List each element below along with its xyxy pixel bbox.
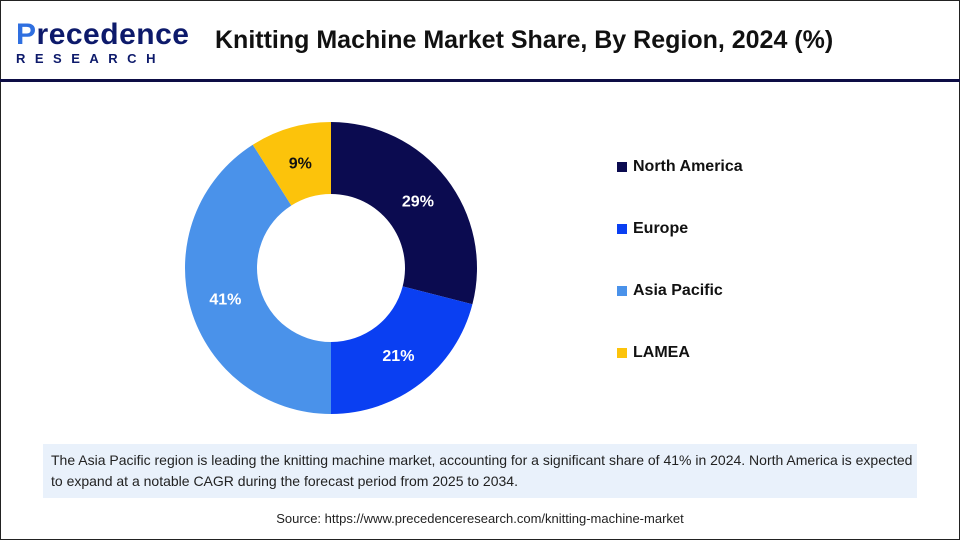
legend-swatch (617, 224, 627, 234)
chart-title: Knitting Machine Market Share, By Region… (215, 26, 834, 54)
legend-label: Asia Pacific (633, 282, 723, 299)
legend-item: LAMEA (617, 343, 743, 363)
data-label: 9% (289, 155, 312, 172)
header-divider (0, 79, 960, 82)
legend-swatch (617, 348, 627, 358)
logo: Precedence RESEARCH (16, 18, 190, 67)
legend-item: Europe (617, 219, 743, 239)
logo-mark: P (16, 18, 37, 51)
legend-label: North America (633, 158, 743, 175)
data-label: 21% (382, 348, 414, 365)
slice-europe (331, 286, 473, 414)
slice-lamea (252, 122, 331, 206)
logo-subtext: RESEARCH (16, 51, 165, 66)
data-label: 29% (402, 194, 434, 211)
legend-item: North America (617, 157, 743, 177)
data-label: 41% (209, 292, 241, 309)
legend-item: Asia Pacific (617, 281, 743, 301)
legend: North America Europe Asia Pacific LAMEA (617, 157, 743, 405)
legend-swatch (617, 286, 627, 296)
donut-chart: 29% 21% 41% 9% (185, 122, 477, 414)
legend-label: LAMEA (633, 344, 690, 361)
legend-label: Europe (633, 220, 689, 237)
summary-note: The Asia Pacific region is leading the k… (43, 444, 917, 498)
source-text: Source: https://www.precedenceresearch.c… (276, 511, 684, 526)
slice-asia-pacific (185, 144, 331, 414)
logo-text: recedence (36, 18, 190, 51)
legend-swatch (617, 162, 627, 172)
slice-north-america (331, 122, 477, 305)
